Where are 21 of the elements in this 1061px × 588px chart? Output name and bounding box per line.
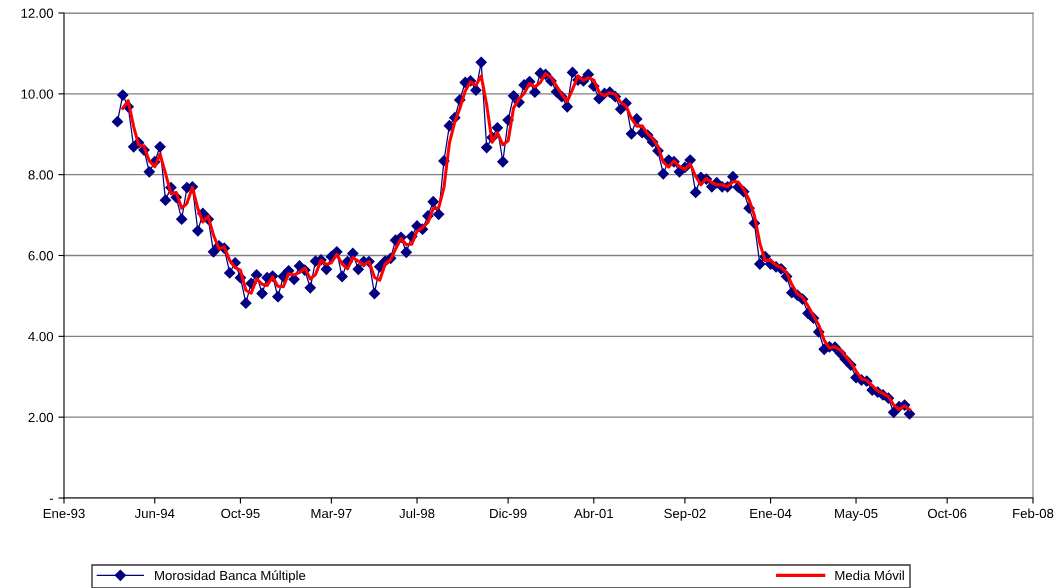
x-tick-label: Abr-01 [574,508,613,519]
x-tick-label: Sep-02 [664,508,706,521]
y-tick-label: 12.00 [21,8,54,18]
y-tick-label: 2.00 [28,412,54,423]
x-tick-label: Feb-08 [1013,508,1054,519]
x-tick-label: Ene-04 [750,508,792,519]
x-tick-label: Jun-94 [134,508,175,519]
y-tick-label: 6.00 [28,251,54,261]
y-tick-label: - [49,498,53,500]
x-tick-label: Jul-98 [399,508,435,519]
legend-label: Morosidad Banca Múltiple [155,570,306,583]
x-tick-label: May-05 [835,508,878,521]
y-tick-label: 4.00 [28,331,54,342]
y-tick-label: 8.00 [28,170,54,180]
x-tick-label: Mar-97 [311,508,352,519]
x-tick-label: Ene-93 [43,508,85,519]
x-tick-label: Oct-06 [927,508,967,519]
x-tick-label: Oct-95 [221,508,260,519]
x-tick-label: Dic-99 [490,508,527,519]
y-tick-label: 10.00 [21,89,54,99]
legend-label: Media Móvil [835,570,904,581]
